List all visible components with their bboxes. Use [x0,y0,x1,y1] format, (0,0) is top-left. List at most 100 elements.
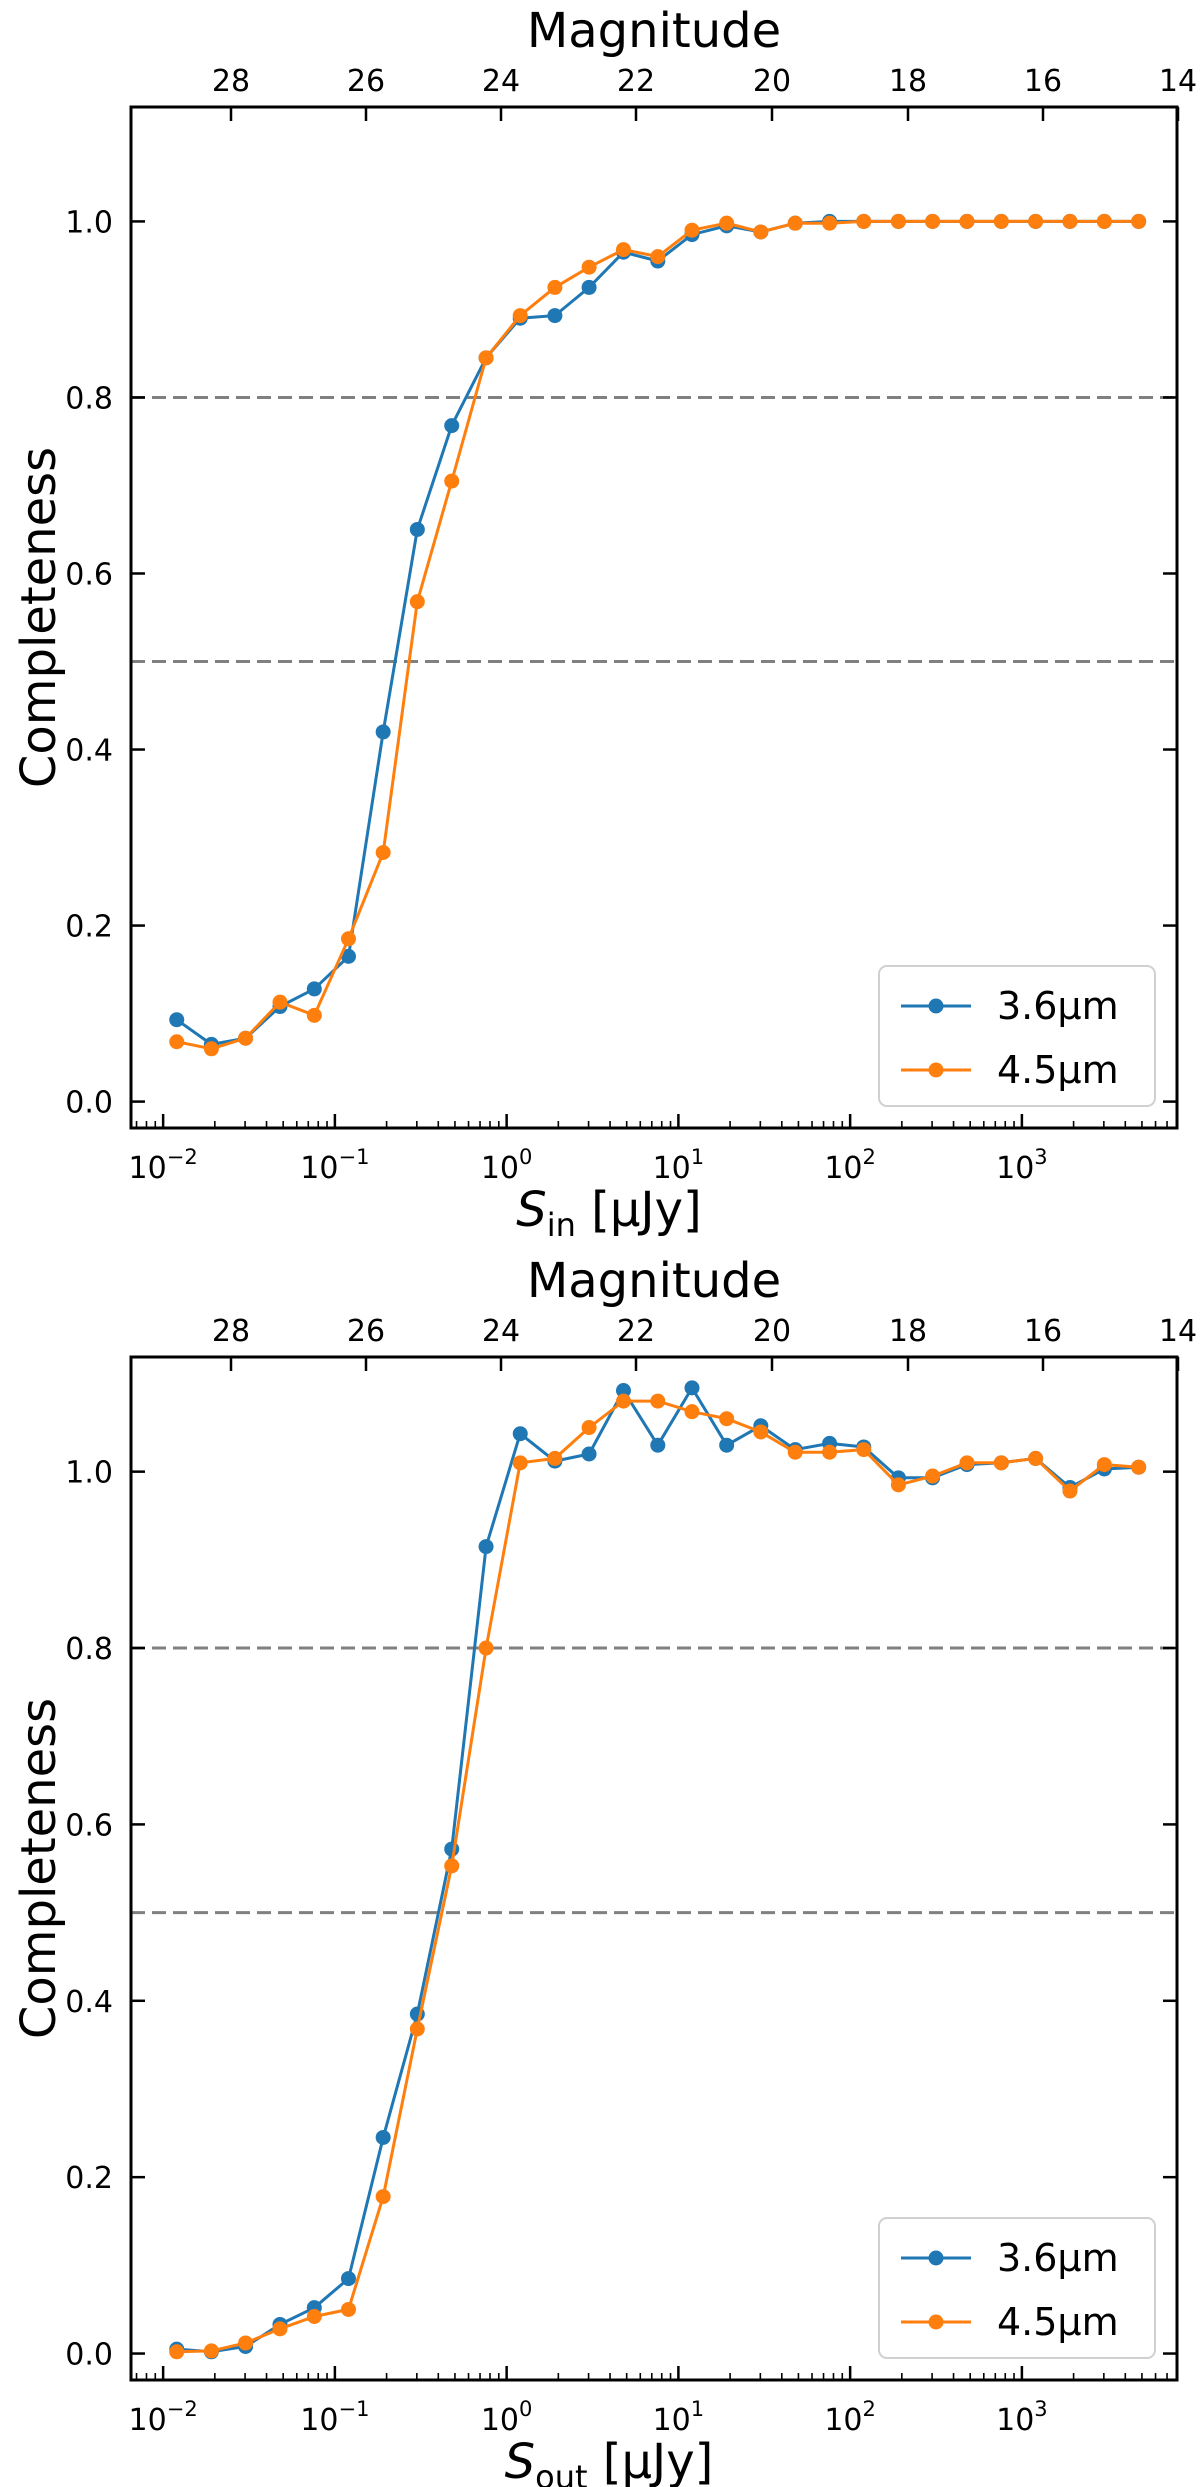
data-point [272,994,288,1010]
x-axis-title: Sout [μJy] [505,2434,714,2487]
data-point [1096,1457,1112,1473]
data-point [272,2321,288,2337]
data-point [1096,213,1112,229]
top-tick-label: 18 [889,64,927,99]
data-point [581,1446,597,1462]
data-point [684,1404,700,1420]
data-point [547,308,563,324]
data-point [719,215,735,231]
y-tick-label: 0.0 [65,1086,113,1121]
top-axis-title: Magnitude [527,3,781,59]
y-tick-label: 0.6 [65,557,113,592]
y-tick-label: 0.0 [65,2338,113,2373]
data-point [238,2335,254,2351]
y-axis-title: Completeness [11,1698,67,2039]
data-point [409,2021,425,2037]
data-point [581,259,597,275]
data-point [856,1442,872,1458]
panel-top: 0.0 0.2 0.4 0.6 0.8 1.0 10−2 10−1 100 101 102 103 28… [11,3,1197,1244]
legend-label: 4.5μm [997,1048,1119,1092]
top-tick-label: 24 [482,1314,520,1349]
data-point [306,981,322,997]
data-point [478,1640,494,1656]
series-line-0 [176,1384,1139,2354]
data-point [581,279,597,295]
top-tick-label: 18 [889,1314,927,1349]
data-point [993,213,1009,229]
data-point [238,1030,254,1046]
top-tick-label: 28 [212,1314,250,1349]
data-point [409,521,425,537]
top-tick-label: 28 [212,64,250,99]
x-tick-label: 10−1 [300,2397,369,2438]
data-point [169,1012,185,1028]
data-point [925,1468,941,1484]
x-tick-label: 101 [653,1145,705,1186]
data-point [719,1437,735,1453]
data-point [375,2189,391,2205]
data-point [581,1420,597,1436]
data-point [169,1034,185,1050]
data-point [478,350,494,366]
x-tick-label: 10−1 [300,1145,369,1186]
x-tick-label: 101 [653,2397,705,2438]
data-point [547,279,563,295]
legend-label: 3.6μm [997,2236,1119,2280]
top-tick-label: 22 [617,1314,655,1349]
series-line-0 [175,219,1139,1046]
data-point [340,2271,356,2287]
data-point [375,845,391,861]
data-point [615,242,631,258]
data-point [753,1424,769,1440]
legend-swatch-marker [928,2314,944,2330]
data-point [684,222,700,238]
plot-frame [129,105,1179,1130]
y-tick-label: 0.4 [65,1985,113,2020]
top-axis-title: Magnitude [527,1253,781,1309]
y-tick-label: 1.0 [65,1456,113,1491]
data-point [650,249,666,265]
data-point [375,724,391,740]
data-point [1062,213,1078,229]
data-point [340,931,356,947]
top-tick-label: 16 [1024,64,1062,99]
x-tick-label: 100 [481,2397,533,2438]
y-axis-title: Completeness [11,447,67,788]
data-point [890,213,906,229]
data-point [512,308,528,324]
data-point [1062,1483,1078,1499]
y-tick-label: 1.0 [65,205,113,240]
data-point [444,1841,460,1857]
data-point [547,1450,563,1466]
panel-bottom: 0.0 0.2 0.4 0.6 0.8 1.0 10−2 10−1 100 101 102 103 28… [11,1253,1197,2487]
data-point [615,1393,631,1409]
legend-label: 3.6μm [997,984,1119,1028]
data-point [1028,1450,1044,1466]
y-tick-label: 0.2 [65,2161,113,2196]
data-point [856,213,872,229]
top-tick-label: 24 [482,64,520,99]
top-tick-label: 22 [617,64,655,99]
data-point [409,594,425,610]
data-point [375,2129,391,2145]
data-point [1131,1459,1147,1475]
data-point [787,215,803,231]
data-point [340,948,356,964]
x-axis-title: Sin [μJy] [516,1182,701,1244]
data-point [753,224,769,240]
data-point [1131,213,1147,229]
top-tick-label: 20 [753,64,791,99]
data-point [822,1444,838,1460]
legend-swatch-marker [928,1062,944,1078]
data-point [444,1858,460,1874]
data-point [1028,213,1044,229]
data-point [650,1437,666,1453]
top-tick-label: 16 [1024,1314,1062,1349]
x-tick-label: 102 [824,1145,876,1186]
data-point [615,1383,631,1399]
data-point [169,2344,185,2360]
top-tick-label: 26 [347,1314,385,1349]
data-point [444,418,460,434]
x-tick-label: 100 [481,1145,533,1186]
